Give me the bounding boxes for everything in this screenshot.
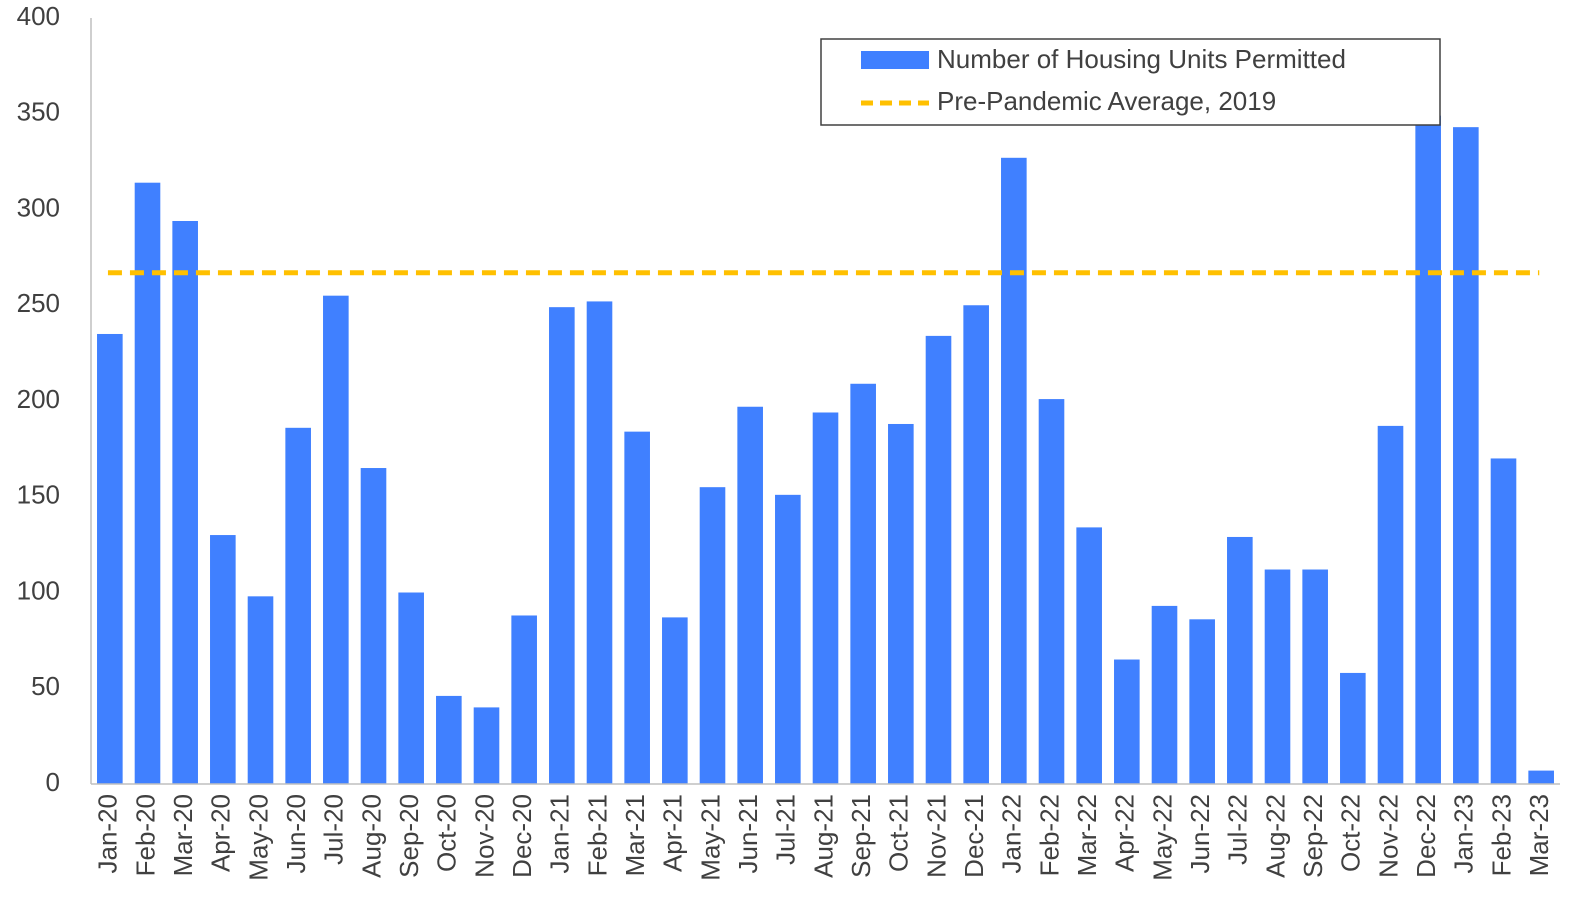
y-tick-label: 250 xyxy=(17,288,60,318)
x-tick-label: Oct-22 xyxy=(1336,794,1366,872)
bar xyxy=(963,305,989,784)
bar xyxy=(1189,619,1215,784)
bar xyxy=(511,615,537,784)
bar xyxy=(850,383,876,784)
x-tick-label: Oct-21 xyxy=(884,794,914,872)
bar xyxy=(172,220,198,785)
bar xyxy=(888,423,914,784)
bar xyxy=(210,535,236,784)
bar xyxy=(775,494,801,784)
bar xyxy=(624,431,650,784)
bar xyxy=(360,468,387,784)
bar xyxy=(1528,770,1554,784)
bar xyxy=(134,182,161,784)
bar xyxy=(1340,672,1366,784)
bar xyxy=(662,617,688,784)
bar xyxy=(1038,399,1065,784)
x-tick-label: Nov-22 xyxy=(1373,794,1403,878)
x-tick-label: Jan-22 xyxy=(997,794,1027,874)
bar xyxy=(586,301,613,784)
legend-label: Number of Housing Units Permitted xyxy=(937,44,1346,74)
x-tick-label: Nov-20 xyxy=(469,794,499,878)
x-tick-label: Dec-22 xyxy=(1411,794,1441,878)
y-tick-label: 200 xyxy=(17,384,60,414)
bar xyxy=(1377,425,1404,784)
y-tick-label: 150 xyxy=(17,480,60,510)
bar xyxy=(398,592,424,784)
bar xyxy=(247,596,274,784)
bar xyxy=(812,412,839,784)
bar xyxy=(1490,458,1517,784)
x-tick-label: May-21 xyxy=(695,794,725,881)
y-tick-label: 0 xyxy=(46,767,60,797)
bar xyxy=(925,335,952,784)
bar xyxy=(1227,536,1253,784)
x-tick-label: Sep-22 xyxy=(1298,794,1328,878)
bar xyxy=(1076,527,1102,784)
x-tick-label: Apr-20 xyxy=(206,794,236,872)
x-tick-label: Nov-21 xyxy=(921,794,951,878)
x-tick-label: Jan-20 xyxy=(93,794,123,874)
x-tick-label: Mar-22 xyxy=(1072,794,1102,876)
bar xyxy=(1415,115,1441,785)
x-tick-label: Jul-21 xyxy=(771,794,801,865)
x-tick-label: Apr-21 xyxy=(658,794,688,872)
legend-swatch xyxy=(861,51,929,69)
x-tick-label: Jun-21 xyxy=(733,794,763,874)
x-tick-label: Dec-21 xyxy=(959,794,989,878)
bar xyxy=(737,406,763,784)
x-tick-label: Mar-20 xyxy=(168,794,198,876)
x-tick-label: Feb-23 xyxy=(1486,794,1516,876)
bar xyxy=(323,295,349,784)
x-tick-label: May-20 xyxy=(243,794,273,881)
x-tick-label: Oct-20 xyxy=(432,794,462,872)
bar xyxy=(1453,127,1479,784)
legend: Number of Housing Units Permitted Pre-Pa… xyxy=(820,38,1441,126)
bar xyxy=(1302,569,1328,784)
x-tick-label: Sep-21 xyxy=(846,794,876,878)
y-tick-label: 50 xyxy=(31,671,60,701)
bar xyxy=(473,707,500,784)
bar xyxy=(1114,659,1140,784)
x-tick-label: Feb-22 xyxy=(1034,794,1064,876)
x-tick-label: May-22 xyxy=(1147,794,1177,881)
x-tick-label: Jan-21 xyxy=(545,794,575,874)
x-tick-label: Mar-21 xyxy=(620,794,650,876)
y-tick-label: 400 xyxy=(17,1,60,31)
x-tick-label: Jan-23 xyxy=(1449,794,1479,874)
x-tick-label: Sep-20 xyxy=(394,794,424,878)
bar xyxy=(97,333,123,784)
x-tick-label: Aug-22 xyxy=(1260,794,1290,878)
bar xyxy=(1151,605,1178,784)
legend-label: Pre-Pandemic Average, 2019 xyxy=(937,86,1276,116)
y-tick-label: 350 xyxy=(17,97,60,127)
x-tick-label: Mar-23 xyxy=(1524,794,1554,876)
x-tick-label: Aug-20 xyxy=(356,794,386,878)
x-tick-label: Dec-20 xyxy=(507,794,537,878)
bar xyxy=(549,307,575,784)
bar xyxy=(1264,569,1291,784)
x-tick-label: Jul-22 xyxy=(1223,794,1253,865)
x-tick-label: Feb-20 xyxy=(130,794,160,876)
y-tick-label: 100 xyxy=(17,575,60,605)
x-tick-label: Jun-22 xyxy=(1185,794,1215,874)
x-tick-label: Apr-22 xyxy=(1110,794,1140,872)
x-tick-label: Jul-20 xyxy=(319,794,349,865)
y-tick-label: 300 xyxy=(17,192,60,222)
bar xyxy=(699,487,726,784)
bar xyxy=(436,695,462,784)
x-tick-label: Jun-20 xyxy=(281,794,311,874)
x-tick-label: Feb-21 xyxy=(582,794,612,876)
bar xyxy=(1001,157,1027,785)
x-tick-label: Aug-21 xyxy=(808,794,838,878)
bar xyxy=(285,427,311,784)
